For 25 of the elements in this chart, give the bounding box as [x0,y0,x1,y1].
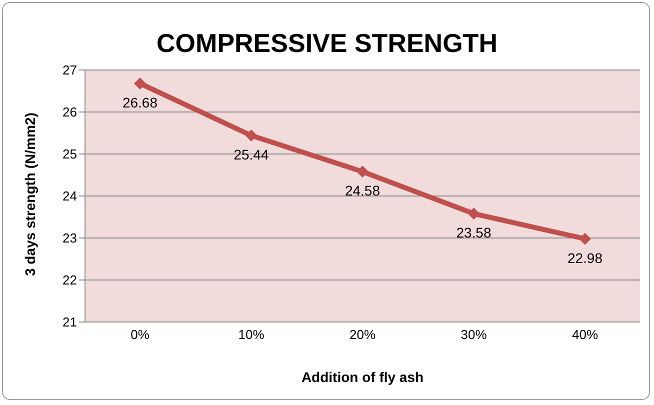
y-tick-label: 25 [62,146,77,162]
data-label: 24.58 [344,182,380,199]
point [134,77,146,90]
y-tick-label: 24 [62,188,77,204]
y-tick-label: 26 [62,104,77,120]
x-tick-label: 40% [572,327,598,342]
point [468,208,480,220]
point [579,232,591,245]
data-label: 26.68 [122,94,158,110]
y-axis-title: 3 days strength (N/mm2) [22,112,38,276]
data-label: 23.58 [456,224,492,241]
point [245,130,258,142]
x-tick-label: 10% [238,327,265,342]
x-axis-title: Addition of fly ash [301,369,424,385]
data-label: 25.44 [234,146,269,162]
y-tick-label: 22 [62,272,77,288]
y-tick-label: 27 [62,62,77,78]
y-tick-label: 21 [62,314,77,330]
x-tick-label: 0% [130,327,150,342]
x-tick-label: 30% [460,327,488,342]
x-tick-label: 20% [349,327,376,342]
point [356,166,368,178]
y-tick-label: 23 [62,230,77,246]
chart-title: COMPRESSIVE STRENGTH [156,28,498,59]
data-label: 22.98 [567,250,603,266]
